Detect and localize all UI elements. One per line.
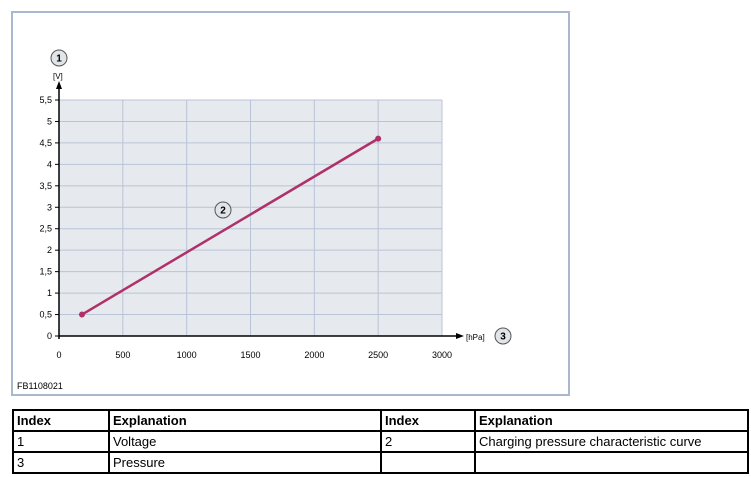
header-explanation: Explanation xyxy=(474,409,749,432)
callout-circle xyxy=(50,49,68,67)
y-tick-label: 1 xyxy=(47,288,52,298)
callout-pressure-axis: 3 xyxy=(494,327,512,345)
y-tick-label: 2 xyxy=(47,245,52,255)
table-cell: Pressure xyxy=(108,451,382,474)
legend-table: Index Explanation Index Explanation 1 Vo… xyxy=(12,409,749,474)
x-axis-unit: [hPa] xyxy=(466,333,485,342)
callout-label: 1 xyxy=(56,54,62,65)
y-tick-label: 5,5 xyxy=(39,95,52,105)
table-row: 3 Pressure xyxy=(12,451,749,474)
y-tick-label: 3,5 xyxy=(39,181,52,191)
y-tick-label: 1,5 xyxy=(39,267,52,277)
callout-curve: 2 xyxy=(214,201,232,219)
table-cell: Voltage xyxy=(108,430,382,453)
header-index: Index xyxy=(12,409,110,432)
tick-labels: 0 0,5 1 1,5 2 2,5 3 3,5 4 4,5 5 5,5 0 500 1000 1500 2000… xyxy=(39,95,452,360)
axes xyxy=(55,81,464,339)
y-tick-label: 5 xyxy=(47,116,52,126)
callout-voltage-axis: 1 xyxy=(50,49,68,67)
series-line xyxy=(81,137,379,316)
x-tick-label: 1500 xyxy=(240,350,260,360)
x-tick-label: 500 xyxy=(115,350,130,360)
table-cell: 3 xyxy=(12,451,110,474)
x-tick-label: 0 xyxy=(56,350,61,360)
y-tick-label: 0 xyxy=(47,331,52,341)
legend-header-row: Index Explanation Index Explanation xyxy=(12,409,749,432)
y-tick-label: 4 xyxy=(47,159,52,169)
figure-id: FB1108021 xyxy=(17,381,63,391)
table-cell: 1 xyxy=(12,430,110,453)
series-layer xyxy=(78,135,382,318)
y-axis-arrow xyxy=(56,81,62,89)
grid-lines xyxy=(59,99,443,336)
table-cell: Charging pressure characteristic curve xyxy=(474,430,749,453)
callout-label: 3 xyxy=(500,332,506,343)
chart-figure: 0 0,5 1 1,5 2 2,5 3 3,5 4 4,5 5 5,5 0 500 1000 1500 2000… xyxy=(11,11,570,396)
callout-label: 2 xyxy=(220,206,226,217)
y-tick-label: 3 xyxy=(47,202,52,212)
table-row: 1 Voltage 2 Charging pressure characteri… xyxy=(12,430,749,453)
x-axis-arrow xyxy=(456,333,464,339)
y-tick-label: 2,5 xyxy=(39,224,52,234)
table-cell xyxy=(474,451,749,474)
header-index: Index xyxy=(380,409,476,432)
data-point xyxy=(78,311,85,318)
y-tick-label: 0,5 xyxy=(39,310,52,320)
table-cell: 2 xyxy=(380,430,476,453)
callout-circle xyxy=(494,327,512,345)
x-tick-label: 3000 xyxy=(432,350,452,360)
y-axis-unit: [V] xyxy=(53,72,63,81)
chart-svg: 0 0,5 1 1,5 2 2,5 3 3,5 4 4,5 5 5,5 0 500 1000 1500 2000… xyxy=(17,49,512,391)
x-tick-label: 2000 xyxy=(304,350,324,360)
data-point xyxy=(375,135,382,142)
x-tick-label: 2500 xyxy=(368,350,388,360)
table-cell xyxy=(380,451,476,474)
x-tick-label: 1000 xyxy=(177,350,197,360)
y-tick-label: 4,5 xyxy=(39,138,52,148)
header-explanation: Explanation xyxy=(108,409,382,432)
callout-circle xyxy=(214,201,232,219)
